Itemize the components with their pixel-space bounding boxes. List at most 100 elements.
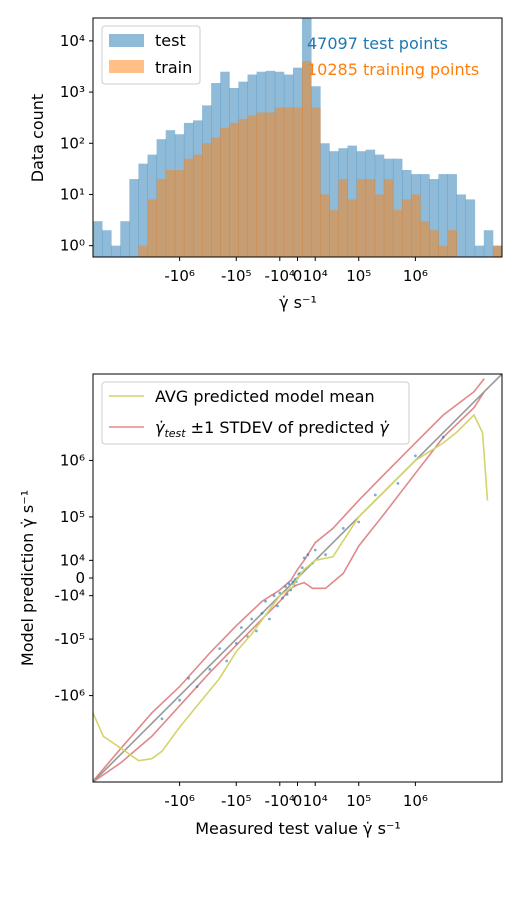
histogram-x-tick-label: -10⁶	[164, 267, 195, 285]
histogram-bar-train	[147, 199, 158, 257]
histogram-bar-test	[465, 199, 476, 257]
scatter-point	[178, 698, 182, 702]
histogram-bar-train	[156, 179, 167, 257]
histogram-y-tick-label: 10¹	[60, 185, 85, 203]
prediction-x-tick-label: 10⁴	[303, 792, 328, 810]
histogram-bar-train	[392, 209, 403, 257]
legend-label-test: test	[155, 31, 186, 50]
histogram-x-tick-label: 10⁴	[303, 267, 328, 285]
scatter-point	[341, 527, 345, 530]
test-count-annotation: 47097 test points	[307, 34, 448, 53]
prediction-axes-frame	[92, 373, 503, 783]
histogram-bar-train	[411, 194, 421, 257]
prediction-x-tick-label: -10⁴	[265, 792, 296, 810]
prediction-y-tick-label: 10⁵	[60, 508, 85, 526]
scatter-point	[195, 685, 199, 688]
prediction-y-tick-label: 0	[75, 569, 85, 587]
histogram-bar-test	[93, 221, 103, 257]
histogram-bar-test	[102, 230, 112, 257]
histogram-y-tick-label: 10⁴	[60, 32, 85, 50]
histogram-bar-train	[202, 143, 212, 257]
scatter-point	[255, 629, 258, 633]
histogram-bar-train	[211, 137, 221, 257]
prediction-x-tick-label: -10⁶	[164, 792, 195, 810]
legend-swatch-train	[109, 60, 144, 73]
scatter-point	[441, 435, 445, 439]
scatter-point	[300, 566, 304, 570]
scatter-point	[302, 556, 306, 560]
scatter-point	[187, 676, 191, 680]
histogram-bar-train	[356, 179, 367, 257]
histogram-bar-test	[129, 179, 139, 257]
histogram-bar-train	[320, 194, 330, 257]
train-count-annotation: 10285 training points	[307, 60, 479, 79]
legend-label-avg: AVG predicted model mean	[155, 387, 375, 406]
histogram-bar-test	[420, 174, 430, 257]
avg-predicted-mean-line	[92, 413, 489, 762]
scatter-point	[250, 617, 254, 621]
scatter-point	[306, 553, 310, 557]
scatter-point	[396, 482, 400, 485]
histogram-bar-train	[220, 127, 230, 257]
histogram-bar-test	[120, 221, 130, 257]
histogram-bar-train	[265, 112, 276, 257]
scatter-point	[264, 599, 267, 603]
scatter-point	[414, 454, 417, 458]
histogram-bar-train	[374, 194, 385, 257]
scatter-point	[276, 604, 279, 608]
histogram-axes-frame	[92, 17, 503, 258]
histogram-bar-train	[138, 245, 148, 257]
scatter-point	[291, 580, 295, 583]
histogram-bar-train	[447, 230, 457, 257]
scatter-point	[278, 591, 282, 595]
scatter-point	[357, 520, 361, 524]
scatter-point	[268, 617, 271, 621]
scatter-point	[225, 659, 229, 663]
test-prediction-scatter	[160, 435, 445, 721]
scatter-point	[234, 642, 238, 645]
prediction-y-tick-label: -10⁶	[54, 687, 85, 705]
histogram-y-tick-label: 10²	[60, 134, 85, 152]
histogram-bar-train	[492, 245, 503, 257]
histogram-bar-train	[420, 221, 430, 257]
histogram-x-axis-label: γ̇ s⁻¹	[279, 293, 317, 312]
histogram-bar-test	[483, 230, 494, 257]
train-histogram-bars	[138, 61, 503, 258]
histogram-x-tick-label: 10⁵	[346, 267, 371, 285]
legend-swatch-test	[109, 34, 144, 47]
histogram-bar-train	[274, 107, 285, 258]
scatter-point	[218, 647, 222, 650]
histogram-bar-train	[192, 154, 203, 257]
prediction-y-tick-label: -10⁴	[54, 587, 85, 605]
prediction-y-tick-label: 10⁴	[60, 551, 85, 569]
scatter-point	[240, 626, 243, 629]
histogram-bar-train	[174, 170, 185, 257]
prediction-legend-box	[101, 381, 410, 445]
prediction-x-tick-label: -10⁵	[221, 792, 252, 810]
histogram-bar-test	[111, 245, 121, 257]
histogram-y-tick-label: 10⁰	[60, 237, 85, 255]
histogram-bar-test	[429, 179, 439, 257]
histogram-x-tick-label: 0	[293, 267, 303, 285]
prediction-x-tick-label: 10⁶	[403, 792, 428, 810]
histogram-bar-train	[438, 245, 448, 257]
histogram-bar-train	[238, 118, 248, 257]
legend-label-train: train	[155, 58, 192, 77]
histogram-bar-train	[183, 158, 194, 257]
histogram-bar-test	[329, 151, 339, 257]
histogram-bar-train	[329, 209, 339, 257]
histogram-bar-train	[347, 199, 357, 257]
histogram-bar-test	[138, 163, 148, 257]
histogram-legend: test train	[101, 25, 201, 85]
histogram-bar-train	[338, 179, 348, 257]
histogram-bar-train	[165, 170, 176, 257]
prediction-legend: AVG predicted model mean γ̇test ±1 STDEV…	[101, 381, 410, 445]
histogram-y-axis-label: Data count	[28, 94, 47, 182]
histogram-bar-train	[383, 179, 394, 257]
scatter-point	[281, 596, 284, 600]
